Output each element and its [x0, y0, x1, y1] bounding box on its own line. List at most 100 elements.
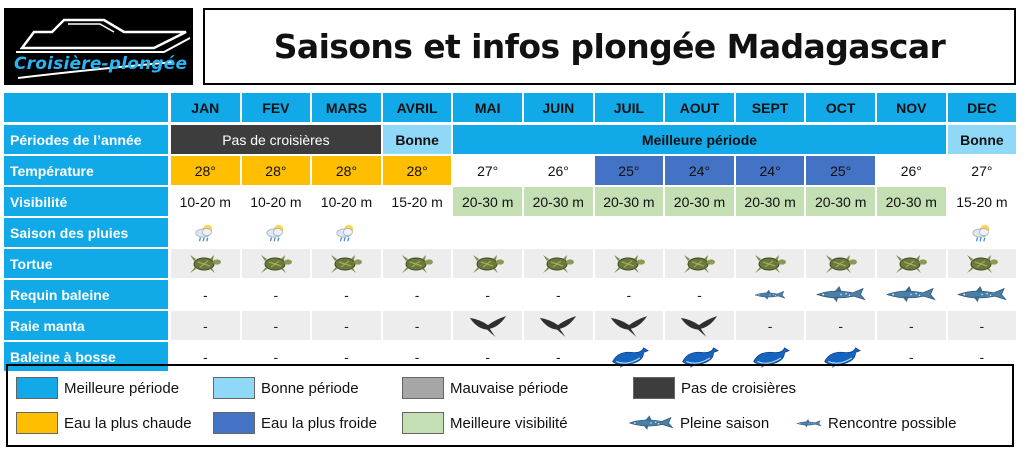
legend-swatch: [16, 377, 58, 399]
rain-cell: [241, 218, 311, 247]
turtle-cell: [171, 249, 240, 278]
period-segment: Bonne: [382, 125, 452, 154]
whaleshark-cell: [806, 280, 875, 309]
row-humpback-whale-label: Baleine à bosse: [4, 342, 168, 371]
row-periods-label: Périodes de l’année: [4, 125, 168, 154]
manta-icon: [469, 315, 506, 337]
legend-item: Pas de croisières: [633, 376, 796, 400]
whaleshark-cell: -: [453, 280, 522, 309]
humpback-cell: -: [171, 342, 240, 371]
legend-label: Pas de croisières: [681, 379, 797, 397]
humpback-cell: -: [524, 342, 593, 371]
visibility-cell: 20-30 m: [877, 187, 946, 216]
legend-label: Eau la plus froide: [261, 414, 377, 432]
turtle-icon: [684, 254, 716, 273]
period-segment: Pas de croisières: [171, 125, 381, 154]
shark-small-icon: [754, 289, 786, 300]
legend-swatch: [213, 412, 255, 434]
visibility-cell: 20-30 m: [453, 187, 522, 216]
visibility-cell: 20-30 m: [665, 187, 734, 216]
table-corner: [4, 93, 168, 122]
boat-logo-icon: [16, 18, 191, 79]
month-header: JUIN: [524, 93, 593, 122]
turtle-icon: [755, 254, 787, 273]
manta-cell: [524, 311, 593, 340]
rain-icon: [195, 224, 213, 241]
temperature-cell: 26°: [877, 156, 946, 185]
visibility-cell: 10-20 m: [171, 187, 240, 216]
manta-cell: [594, 311, 664, 340]
turtle-icon: [543, 254, 575, 273]
manta-cell: -: [241, 311, 311, 340]
temperature-cell: 24°: [665, 156, 734, 185]
manta-cell: -: [171, 311, 240, 340]
row-whale-shark-label: Requin baleine: [4, 280, 168, 309]
manta-cell: -: [947, 311, 1017, 340]
visibility-cell: 10-20 m: [241, 187, 311, 216]
row-turtle-label: Tortue: [4, 249, 168, 278]
legend-label: Meilleure visibilité: [450, 414, 568, 432]
rain-cell: [382, 218, 452, 247]
manta-cell: -: [312, 311, 381, 340]
logo-text: Croisière-plongée: [14, 54, 188, 74]
shark-small-icon: [796, 418, 822, 427]
period-segment: Bonne: [947, 125, 1017, 154]
season-table: JAN FEV MARS AVRIL MAI JUIN JUIL AOUT SEPT OCT NOV…: [4, 93, 1017, 371]
temperature-cell: 26°: [524, 156, 593, 185]
legend-swatch: [402, 412, 444, 434]
turtle-cell: [735, 249, 805, 278]
month-header: AVRIL: [382, 93, 452, 122]
whaleshark-cell: [947, 280, 1017, 309]
whaleshark-cell: -: [171, 280, 240, 309]
visibility-cell: 20-30 m: [594, 187, 664, 216]
whaleshark-cell: -: [382, 280, 452, 309]
turtle-icon: [402, 254, 434, 273]
month-header: AOUT: [665, 93, 734, 122]
humpback-cell: [665, 342, 734, 371]
temperature-cell: 27°: [947, 156, 1017, 185]
row-rainy-season-label: Saison des pluies: [4, 218, 168, 247]
turtle-icon: [260, 254, 292, 273]
rain-cell: [665, 218, 734, 247]
turtle-icon: [825, 254, 857, 273]
period-segment: Meilleure période: [453, 125, 946, 154]
rain-cell: [312, 218, 381, 247]
turtle-cell: [241, 249, 311, 278]
humpback-cell: [806, 342, 875, 371]
humpback-cell: -: [241, 342, 311, 371]
manta-cell: -: [877, 311, 946, 340]
rain-cell: [947, 218, 1017, 247]
month-header: SEPT: [735, 93, 805, 122]
month-header: OCT: [806, 93, 875, 122]
month-header: FEV: [241, 93, 311, 122]
legend-item: Pleine saison: [628, 411, 769, 435]
humpback-cell: -: [877, 342, 946, 371]
month-header: JUIL: [594, 93, 664, 122]
whaleshark-cell: [877, 280, 946, 309]
turtle-cell: [877, 249, 946, 278]
turtle-cell: [947, 249, 1017, 278]
shark-large-icon: [957, 286, 1007, 303]
manta-cell: [453, 311, 522, 340]
rain-cell: [806, 218, 875, 247]
whaleshark-cell: -: [594, 280, 664, 309]
logo: Croisière-plongée: [4, 8, 193, 85]
month-header: MARS: [312, 93, 381, 122]
rain-cell: [877, 218, 946, 247]
temperature-cell: 28°: [312, 156, 381, 185]
manta-icon: [610, 315, 648, 337]
rain-cell: [453, 218, 522, 247]
visibility-cell: 20-30 m: [806, 187, 875, 216]
manta-cell: [665, 311, 734, 340]
visibility-cell: 20-30 m: [524, 187, 593, 216]
row-visibility-label: Visibilité: [4, 187, 168, 216]
visibility-cell: 15-20 m: [382, 187, 452, 216]
legend: Meilleure période Bonne période Mauvaise p…: [6, 364, 1014, 447]
whaleshark-cell: -: [241, 280, 311, 309]
turtle-cell: [524, 249, 593, 278]
temperature-cell: 27°: [453, 156, 522, 185]
rain-icon: [266, 224, 284, 241]
whaleshark-cell: -: [312, 280, 381, 309]
whaleshark-cell: -: [524, 280, 593, 309]
whaleshark-cell: [735, 280, 805, 309]
